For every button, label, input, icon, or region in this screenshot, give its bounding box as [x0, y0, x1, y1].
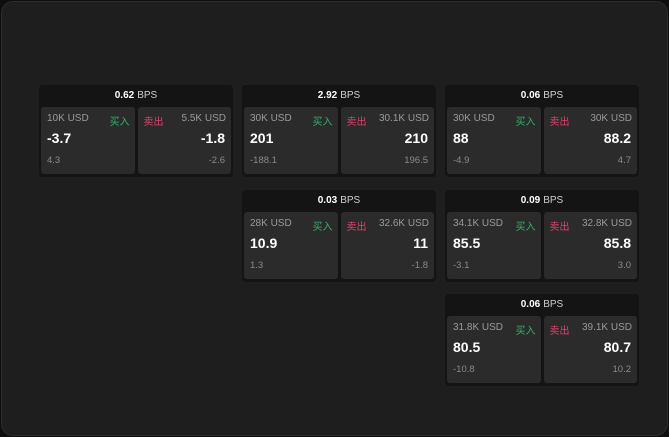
- sell-price: 210: [404, 130, 428, 146]
- buy-label: 买入: [312, 222, 333, 233]
- spread-unit: BPS: [340, 195, 361, 206]
- buy-price: -3.7: [47, 130, 72, 146]
- buy-delta: 4.3: [47, 155, 61, 166]
- quote-card: 2.92 BPS 30K USD 买入 201 -188.1 卖出 30.1K USD…: [242, 85, 436, 177]
- buy-price: 80.5: [453, 339, 481, 355]
- spread-value: 0.06: [520, 299, 541, 310]
- buy-delta: -4.9: [453, 155, 470, 166]
- buy-cell[interactable]: 30K USD 买入 201 -188.1: [244, 107, 338, 174]
- sell-cell[interactable]: 卖出 32.8K USD 85.8 3.0: [543, 212, 637, 279]
- spread-header: 0.03 BPS: [242, 190, 436, 212]
- spread-header: 0.09 BPS: [445, 190, 639, 212]
- sell-size: 30K USD: [590, 113, 632, 124]
- sell-cell[interactable]: 卖出 32.6K USD 11 -1.8: [340, 212, 434, 279]
- spread-value: 0.06: [520, 90, 541, 101]
- buy-delta: -10.8: [453, 364, 475, 375]
- buy-price: 201: [250, 130, 274, 146]
- buy-size: 10K USD: [47, 113, 89, 124]
- spread-header: 0.62 BPS: [39, 85, 233, 107]
- spread-value: 0.09: [520, 195, 541, 206]
- sell-price: -1.8: [200, 130, 225, 146]
- quote-card: 0.06 BPS 31.8K USD 买入 80.5 -10.8 卖出 39.1K U…: [445, 294, 639, 386]
- sell-delta: 3.0: [617, 260, 631, 271]
- sell-delta: 10.2: [612, 364, 632, 375]
- sell-delta: -1.8: [411, 260, 428, 271]
- buy-cell[interactable]: 30K USD 买入 88 -4.9: [447, 107, 541, 174]
- buy-cell[interactable]: 31.8K USD 买入 80.5 -10.8: [447, 316, 541, 383]
- buy-size: 31.8K USD: [453, 322, 504, 333]
- sell-cell[interactable]: 卖出 39.1K USD 80.7 10.2: [543, 316, 637, 383]
- buy-size: 30K USD: [453, 113, 495, 124]
- buy-delta: -3.1: [453, 260, 470, 271]
- sell-label: 卖出: [549, 326, 570, 337]
- spread-value: 0.62: [114, 90, 135, 101]
- sell-label: 卖出: [346, 117, 367, 128]
- buy-price: 85.5: [453, 235, 481, 251]
- buy-label: 买入: [109, 117, 130, 128]
- sell-size: 39.1K USD: [581, 322, 632, 333]
- buy-label: 买入: [515, 326, 536, 337]
- sell-price: 85.8: [603, 235, 631, 251]
- buy-delta: -188.1: [250, 155, 277, 166]
- spread-unit: BPS: [543, 90, 564, 101]
- sell-cell[interactable]: 卖出 5.5K USD -1.8 -2.6: [137, 107, 231, 174]
- sell-price: 80.7: [603, 339, 631, 355]
- buy-cell[interactable]: 34.1K USD 买入 85.5 -3.1: [447, 212, 541, 279]
- spread-unit: BPS: [137, 90, 158, 101]
- quote-card: 0.62 BPS 10K USD 买入 -3.7 4.3 卖出 5.5K USD -1…: [39, 85, 233, 177]
- buy-size: 28K USD: [250, 218, 292, 229]
- spread-header: 0.06 BPS: [445, 85, 639, 107]
- buy-label: 买入: [515, 222, 536, 233]
- spread-unit: BPS: [340, 90, 361, 101]
- sell-delta: 4.7: [617, 155, 631, 166]
- sell-cell[interactable]: 卖出 30.1K USD 210 196.5: [340, 107, 434, 174]
- quote-card: 0.03 BPS 28K USD 买入 10.9 1.3 卖出 32.6K USD 1…: [242, 190, 436, 282]
- sell-price: 11: [413, 235, 428, 251]
- sell-cell[interactable]: 卖出 30K USD 88.2 4.7: [543, 107, 637, 174]
- buy-cell[interactable]: 28K USD 买入 10.9 1.3: [244, 212, 338, 279]
- buy-size: 30K USD: [250, 113, 292, 124]
- buy-label: 买入: [312, 117, 333, 128]
- spread-unit: BPS: [543, 195, 564, 206]
- buy-size: 34.1K USD: [453, 218, 504, 229]
- sell-size: 32.6K USD: [378, 218, 429, 229]
- sell-delta: 196.5: [404, 155, 428, 166]
- sell-price: 88.2: [603, 130, 631, 146]
- buy-delta: 1.3: [250, 260, 264, 271]
- sell-size: 32.8K USD: [581, 218, 632, 229]
- buy-price: 10.9: [250, 235, 278, 251]
- quote-card: 0.09 BPS 34.1K USD 买入 85.5 -3.1 卖出 32.8K US…: [445, 190, 639, 282]
- sell-size: 5.5K USD: [181, 113, 226, 124]
- sell-size: 30.1K USD: [378, 113, 429, 124]
- sell-label: 卖出: [143, 117, 164, 128]
- spread-value: 0.03: [317, 195, 338, 206]
- spread-unit: BPS: [543, 299, 564, 310]
- sell-label: 卖出: [549, 222, 570, 233]
- spread-header: 0.06 BPS: [445, 294, 639, 316]
- sell-label: 卖出: [549, 117, 570, 128]
- sell-label: 卖出: [346, 222, 367, 233]
- spread-header: 2.92 BPS: [242, 85, 436, 107]
- buy-label: 买入: [515, 117, 536, 128]
- spread-value: 2.92: [317, 90, 338, 101]
- sell-delta: -2.6: [208, 155, 225, 166]
- buy-price: 88: [453, 130, 469, 146]
- buy-cell[interactable]: 10K USD 买入 -3.7 4.3: [41, 107, 135, 174]
- quote-card: 0.06 BPS 30K USD 买入 88 -4.9 卖出 30K USD 88.2…: [445, 85, 639, 177]
